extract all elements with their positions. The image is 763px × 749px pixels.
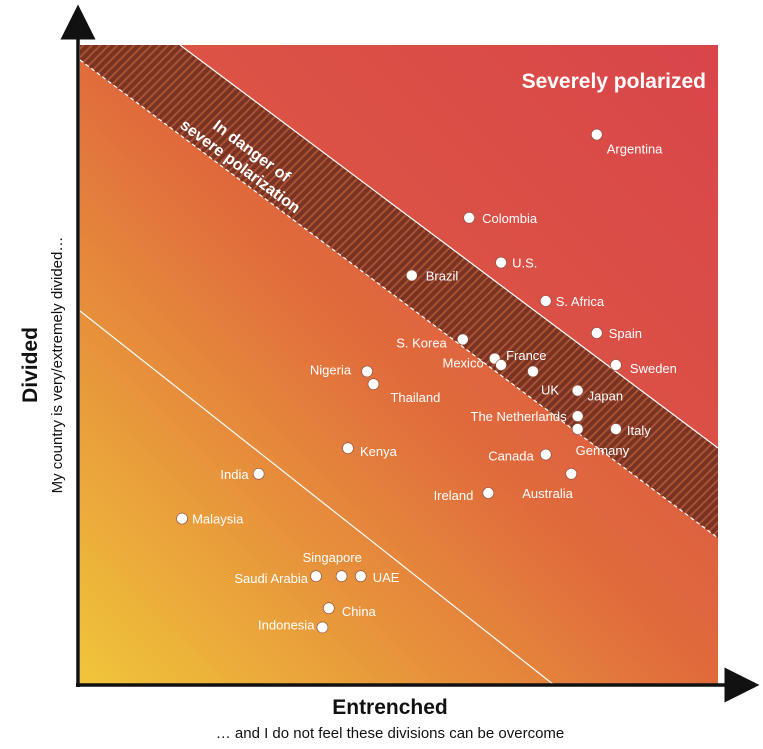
point-marker-india xyxy=(252,467,265,480)
point-marker-the-netherlands xyxy=(571,410,584,423)
point-label-s-africa: S. Africa xyxy=(556,294,605,309)
point-china: China xyxy=(323,602,377,619)
point-thailand: Thailand xyxy=(367,378,440,405)
point-marker-brazil xyxy=(405,269,418,282)
point-label-germany: Germany xyxy=(576,443,630,458)
point-marker-uae xyxy=(354,570,367,583)
point-malaysia: Malaysia xyxy=(176,512,244,527)
point-spain: Spain xyxy=(590,326,642,341)
point-marker-spain xyxy=(590,327,603,339)
point-marker-argentina xyxy=(590,128,603,141)
point-uae: UAE xyxy=(354,570,400,585)
point-kenya: Kenya xyxy=(342,442,398,459)
point-label-thailand: Thailand xyxy=(390,390,440,405)
point-marker-singapore xyxy=(335,570,348,583)
point-label-colombia: Colombia xyxy=(482,211,538,226)
point-ireland: Ireland xyxy=(434,487,495,503)
point-marker-thailand xyxy=(367,378,380,391)
point-label-china: China xyxy=(342,604,377,619)
points-layer: Argentina Colombia U.S. Brazil S. Africa Spai… xyxy=(176,128,677,634)
point-singapore: Singapore xyxy=(303,550,362,583)
point-india: India xyxy=(220,467,265,482)
y-axis-title: Divided xyxy=(19,327,42,403)
point-label-japan: Japan xyxy=(588,389,623,404)
point-marker-s-korea xyxy=(456,333,469,346)
point-the-netherlands: The Netherlands xyxy=(471,409,584,424)
point-label-india: India xyxy=(220,467,249,482)
point-indonesia: Indonesia xyxy=(258,617,329,634)
point-marker-nigeria xyxy=(361,365,373,378)
point-marker-italy xyxy=(610,423,622,435)
point-uk: UK xyxy=(527,365,559,397)
point-colombia: Colombia xyxy=(463,211,538,226)
point-label-s-korea: S. Korea xyxy=(396,335,447,350)
point-marker-saudi-arabia xyxy=(310,570,322,583)
point-marker-china xyxy=(323,602,335,615)
severely-polarized-label: Severely polarized xyxy=(522,70,706,93)
point-marker-canada xyxy=(539,448,552,461)
severe-boundary-line xyxy=(179,45,718,449)
point-label-argentina: Argentina xyxy=(607,142,663,157)
point-marker-indonesia xyxy=(316,621,329,634)
point-s-africa: S. Africa xyxy=(539,294,605,309)
x-axis-subtitle: … and I do not feel these divisions can … xyxy=(216,725,565,742)
point-label-italy: Italy xyxy=(627,423,651,438)
point-label-singapore: Singapore xyxy=(303,550,362,565)
point-label-ireland: Ireland xyxy=(434,488,474,503)
point-marker-germany xyxy=(571,423,584,435)
point-u-s: U.S. xyxy=(495,256,537,271)
point-marker-ireland xyxy=(482,487,495,499)
point-label-australia: Australia xyxy=(522,486,573,501)
point-france: France xyxy=(495,348,547,371)
point-label-uk: UK xyxy=(541,382,559,397)
point-marker-japan xyxy=(571,384,584,397)
point-marker-u-s xyxy=(495,256,507,269)
y-axis-subtitle: My country is very/extremely divided… xyxy=(49,237,66,494)
x-axis-title: Entrenched xyxy=(332,696,448,719)
point-marker-australia xyxy=(565,467,578,480)
point-label-nigeria: Nigeria xyxy=(310,362,352,377)
point-label-saudi-arabia: Saudi Arabia xyxy=(234,571,308,586)
point-label-sweden: Sweden xyxy=(630,361,677,376)
point-label-spain: Spain xyxy=(609,326,642,341)
point-sweden: Sweden xyxy=(610,359,677,376)
point-brazil: Brazil xyxy=(405,268,459,283)
point-australia: Australia xyxy=(522,467,578,501)
point-saudi-arabia: Saudi Arabia xyxy=(234,570,322,586)
point-label-canada: Canada xyxy=(488,449,534,464)
point-label-u-s: U.S. xyxy=(512,256,537,271)
point-italy: Italy xyxy=(610,423,651,438)
point-s-korea: S. Korea xyxy=(396,333,469,350)
point-canada: Canada xyxy=(488,448,552,464)
point-label-uae: UAE xyxy=(373,570,400,585)
low-boundary-line xyxy=(80,310,555,685)
point-marker-uk xyxy=(527,365,539,378)
point-label-kenya: Kenya xyxy=(360,444,398,459)
point-marker-colombia xyxy=(463,212,475,224)
point-label-the-netherlands: The Netherlands xyxy=(471,409,568,424)
point-label-malaysia: Malaysia xyxy=(192,512,244,527)
point-marker-s-africa xyxy=(539,295,552,307)
point-germany: Germany xyxy=(571,423,630,458)
point-label-brazil: Brazil xyxy=(426,268,459,283)
point-argentina: Argentina xyxy=(590,128,663,157)
danger-band xyxy=(80,45,718,538)
point-marker-malaysia xyxy=(176,512,188,525)
point-label-france: France xyxy=(506,348,546,363)
point-nigeria: Nigeria xyxy=(310,362,373,377)
point-marker-kenya xyxy=(342,442,354,455)
point-marker-sweden xyxy=(610,359,622,371)
point-marker-france xyxy=(495,359,507,371)
point-label-indonesia: Indonesia xyxy=(258,617,315,632)
point-japan: Japan xyxy=(571,384,623,404)
point-label-mexico: Mexico xyxy=(443,356,484,371)
